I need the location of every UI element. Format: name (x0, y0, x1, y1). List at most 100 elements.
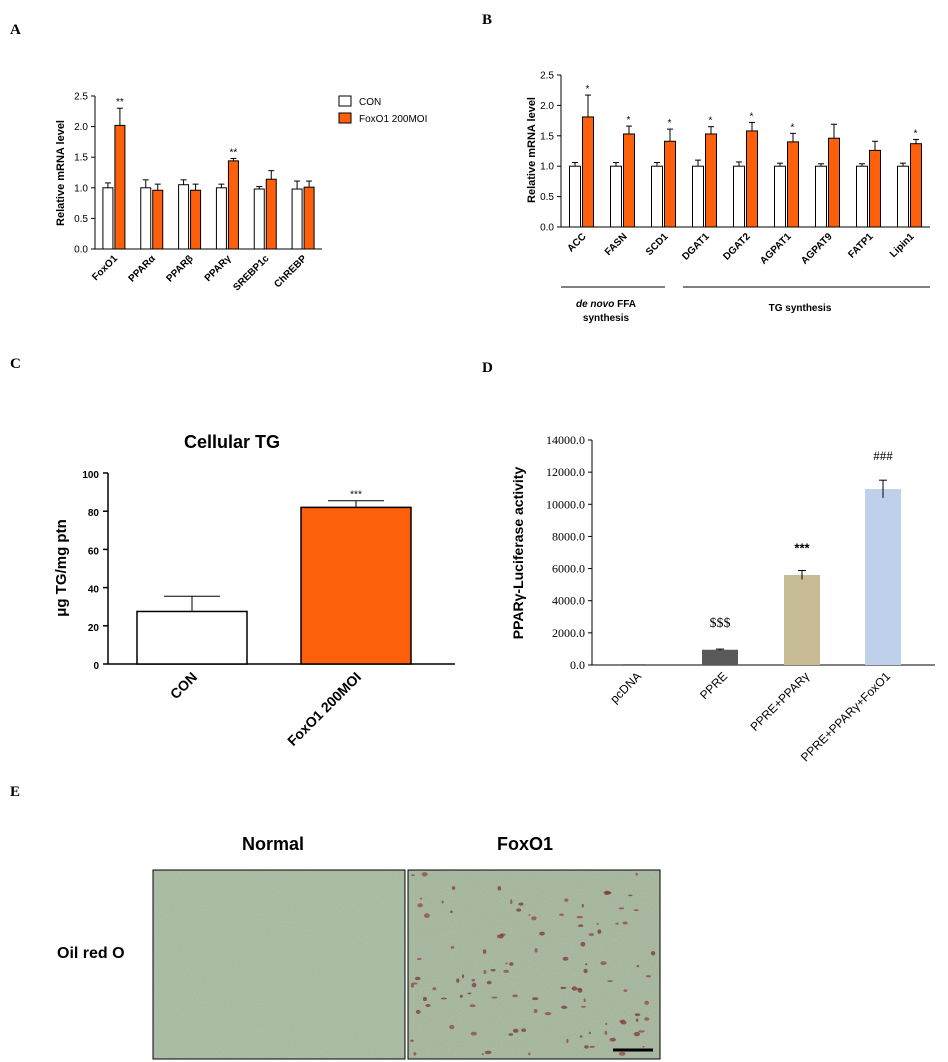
panel-letter-c: C (10, 356, 21, 372)
d-bar-3 (865, 489, 901, 665)
b-bar-con (856, 165, 868, 228)
b-significance: * (791, 122, 795, 133)
oil-red-droplet (470, 1031, 477, 1036)
oil-red-droplet (583, 998, 586, 1003)
oil-red-droplet (584, 1045, 589, 1049)
d-y-tick-label: 6000.0 (552, 562, 585, 576)
a-legend-swatch-foxo1 (338, 112, 352, 124)
oil-red-droplet (650, 951, 656, 956)
a-bar-foxo1 (227, 160, 239, 250)
b-group-label-ffa-rest: FFA (614, 299, 636, 310)
oil-red-droplet (484, 1050, 492, 1055)
a-x-tick-label: ChREBP (272, 253, 309, 290)
b-x-tick-label: AGPAT9 (799, 231, 835, 267)
d-significance: *** (794, 541, 810, 556)
b-bar-foxo1 (910, 143, 922, 228)
oil-red-droplet (505, 962, 508, 965)
d-bar-1 (702, 649, 738, 665)
a-legend: CON FoxO1 200MOI (338, 95, 427, 125)
d-x-tick-label: pcDNA (607, 669, 644, 706)
a-legend-label-foxo1: FoxO1 200MOI (359, 114, 427, 125)
b-y-tick-label: 1.5 (540, 131, 554, 142)
c-y-tick-label: 20 (88, 623, 100, 634)
b-x-tick-label: ACC (566, 231, 589, 254)
oil-red-droplet (633, 909, 639, 912)
d-x-tick-label: PPRE (697, 669, 730, 702)
b-bar-foxo1 (664, 140, 676, 228)
c-y-tick-label: 100 (82, 470, 99, 481)
b-bar-con (692, 165, 704, 228)
oil-red-droplet (634, 1013, 641, 1017)
b-significance: * (668, 118, 672, 129)
micrograph-normal-image (152, 869, 406, 1060)
oil-red-droplet (559, 913, 564, 916)
oil-red-droplet (498, 934, 504, 939)
oil-red-droplet (449, 1024, 455, 1030)
b-x-tick-label: FATP1 (846, 231, 876, 261)
c-x-tick-label: CON (167, 669, 200, 702)
b-bar-con (733, 165, 745, 228)
b-group-label-ffa-italic: de novo (576, 299, 614, 310)
oil-red-droplet (638, 1030, 645, 1033)
c-bar-0 (136, 610, 248, 665)
oil-red-droplet (618, 1051, 626, 1056)
b-y-tick-label: 2.0 (540, 101, 554, 112)
b-x-tick-label: Lipin1 (888, 231, 917, 260)
oil-red-droplet (516, 908, 522, 912)
chart-a: 0.0 0.5 1.0 1.5 2.0 2.5 Relative mRNA level ** F… (55, 92, 427, 294)
c-y-tick-label: 60 (88, 546, 100, 557)
oil-red-droplet (635, 872, 638, 876)
b-group-label-ffa: de novo FFA (576, 299, 636, 310)
oil-red-droplet (615, 922, 619, 925)
oil-red-droplet (628, 894, 633, 897)
oil-red-droplet (588, 933, 594, 937)
oil-red-droplet (644, 1000, 650, 1005)
oil-red-droplet (600, 961, 607, 965)
oil-red-droplet (481, 1053, 484, 1056)
oil-red-droplet (512, 994, 518, 998)
b-y-tick-label: 1.0 (540, 162, 554, 173)
oil-red-droplet (571, 986, 577, 991)
a-y-tick-label: 2.5 (74, 92, 88, 103)
b-significance: * (627, 115, 631, 126)
oil-red-droplet (422, 996, 427, 1002)
oil-red-droplet (441, 900, 444, 904)
panel-letter-b: B (482, 12, 492, 28)
b-significance: * (750, 111, 754, 122)
b-y-tick-label: 2.5 (540, 71, 554, 82)
oil-red-droplet (579, 1035, 583, 1038)
oil-red-droplet (621, 1019, 625, 1023)
a-bar-foxo1 (152, 189, 164, 250)
b-significance: * (914, 128, 918, 139)
oil-red-droplet (450, 910, 453, 914)
a-legend-label-con: CON (359, 97, 381, 108)
oil-red-droplet (607, 980, 613, 983)
oil-red-droplet (604, 1030, 608, 1035)
oil-red-droplet (440, 997, 447, 1000)
oil-red-droplet (562, 956, 569, 961)
d-y-tick-label: 12000.0 (546, 465, 585, 479)
b-bar-con (569, 165, 581, 228)
b-x-tick-label: DGAT2 (721, 231, 753, 263)
oil-red-droplet (415, 1009, 421, 1014)
oil-red-droplet (461, 974, 465, 979)
b-bar-con (815, 165, 827, 228)
chart-b: 0.0 0.5 1.0 1.5 2.0 2.5 Relative mRNA level * AC… (526, 71, 930, 324)
oil-red-droplet (469, 1004, 476, 1008)
b-y-tick-label: 0.5 (540, 192, 554, 203)
oil-red-droplet (577, 988, 583, 993)
oil-red-droplet (531, 997, 539, 1001)
a-bar-con (215, 187, 227, 250)
d-significance: ### (873, 448, 893, 463)
chart-c: 0 20 40 60 80 100 Cellular TG μg TG/mg ptn CON **… (53, 432, 455, 749)
oil-red-droplet (483, 970, 487, 974)
c-y-tick-label: 40 (88, 585, 100, 596)
b-bar-foxo1 (705, 133, 717, 228)
a-y-axis-title: Relative mRNA level (55, 120, 67, 226)
micrograph-col-foxo1: FoxO1 (497, 834, 553, 854)
oil-red-droplet (596, 922, 599, 926)
b-bar-con (651, 165, 663, 228)
b-x-tick-label: SCD1 (644, 231, 671, 258)
b-y-axis-title: Relative mRNA level (526, 97, 538, 203)
